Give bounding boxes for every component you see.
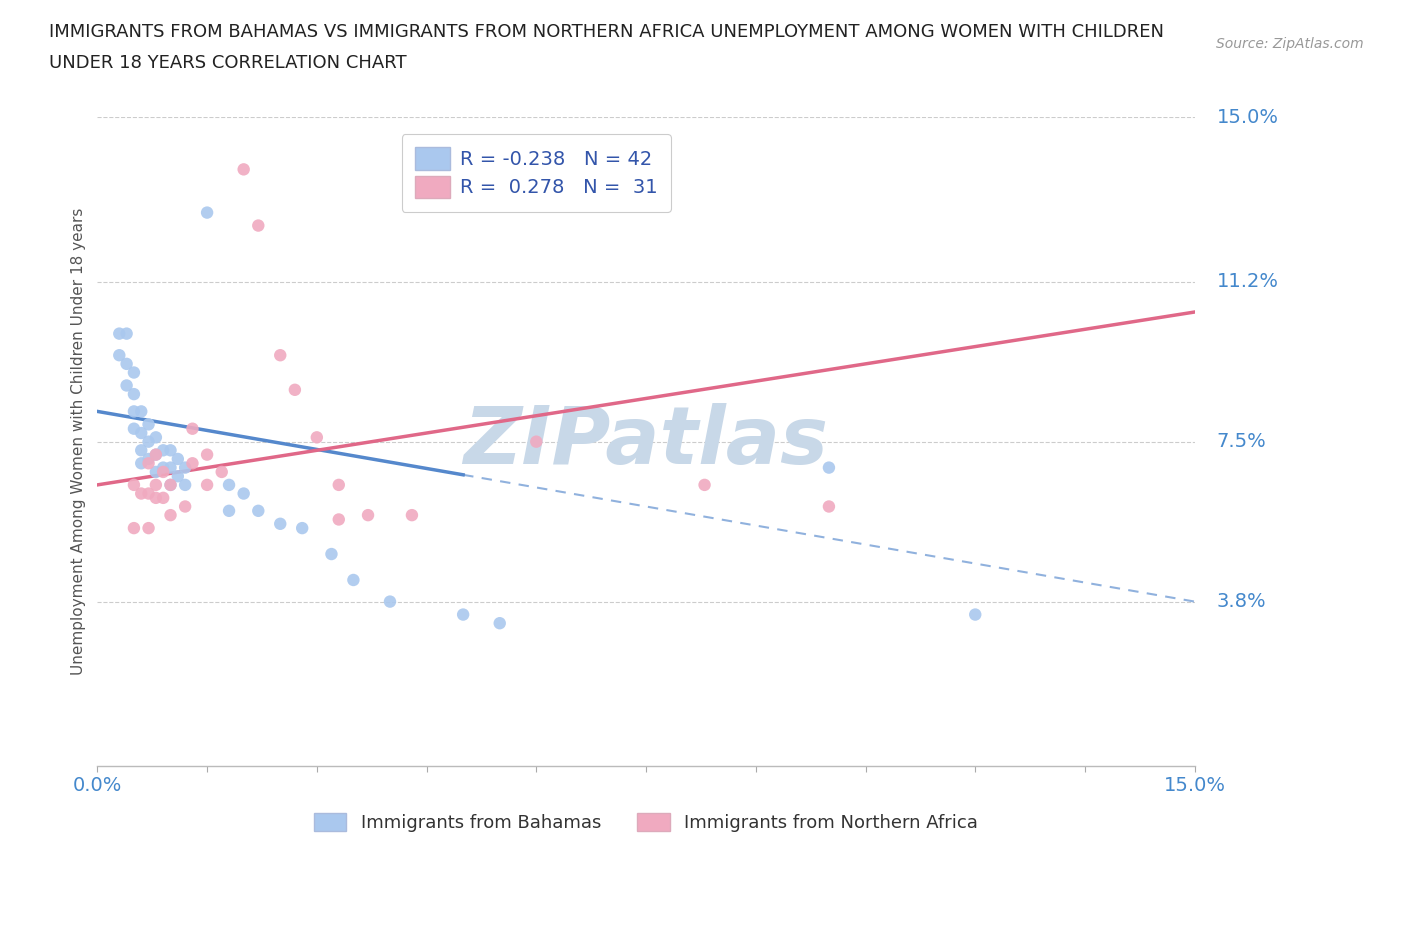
Point	[218, 477, 240, 492]
Point	[122, 365, 145, 380]
Point	[291, 521, 314, 536]
Point	[108, 326, 131, 341]
Point	[211, 464, 233, 479]
Point	[357, 508, 380, 523]
Text: 11.2%: 11.2%	[1216, 272, 1278, 291]
Text: 7.5%: 7.5%	[1216, 432, 1267, 451]
Point	[488, 616, 510, 631]
Point	[122, 477, 145, 492]
Point	[195, 447, 218, 462]
Point	[145, 447, 167, 462]
Point	[693, 477, 716, 492]
Text: Source: ZipAtlas.com: Source: ZipAtlas.com	[1216, 37, 1364, 51]
Point	[247, 503, 270, 518]
Point	[181, 421, 204, 436]
Point	[378, 594, 401, 609]
Point	[247, 219, 270, 233]
Point	[122, 387, 145, 402]
Point	[321, 547, 343, 562]
Point	[115, 356, 138, 371]
Text: UNDER 18 YEARS CORRELATION CHART: UNDER 18 YEARS CORRELATION CHART	[49, 54, 406, 72]
Point	[818, 499, 841, 514]
Point	[174, 460, 197, 475]
Point	[138, 521, 160, 536]
Point	[152, 490, 174, 505]
Point	[138, 452, 160, 467]
Point	[174, 477, 197, 492]
Point	[328, 477, 350, 492]
Legend: Immigrants from Bahamas, Immigrants from Northern Africa: Immigrants from Bahamas, Immigrants from…	[305, 804, 987, 841]
Point	[195, 477, 218, 492]
Point	[818, 460, 841, 475]
Text: ZIPatlas: ZIPatlas	[464, 403, 828, 481]
Point	[159, 508, 181, 523]
Point	[305, 430, 328, 445]
Point	[115, 326, 138, 341]
Point	[269, 516, 291, 531]
Point	[401, 508, 423, 523]
Point	[451, 607, 474, 622]
Point	[129, 456, 152, 471]
Point	[232, 162, 254, 177]
Text: 3.8%: 3.8%	[1216, 592, 1267, 611]
Point	[122, 404, 145, 418]
Point	[145, 490, 167, 505]
Point	[181, 456, 204, 471]
Text: 15.0%: 15.0%	[1216, 108, 1278, 127]
Text: IMMIGRANTS FROM BAHAMAS VS IMMIGRANTS FROM NORTHERN AFRICA UNEMPLOYMENT AMONG WO: IMMIGRANTS FROM BAHAMAS VS IMMIGRANTS FR…	[49, 23, 1164, 41]
Point	[138, 434, 160, 449]
Y-axis label: Unemployment Among Women with Children Under 18 years: Unemployment Among Women with Children U…	[72, 208, 86, 675]
Point	[166, 469, 188, 484]
Point	[159, 460, 181, 475]
Point	[159, 477, 181, 492]
Point	[145, 430, 167, 445]
Point	[166, 452, 188, 467]
Point	[115, 378, 138, 392]
Point	[284, 382, 307, 397]
Point	[232, 486, 254, 501]
Point	[122, 521, 145, 536]
Point	[129, 404, 152, 418]
Point	[269, 348, 291, 363]
Point	[342, 573, 364, 588]
Point	[328, 512, 350, 527]
Point	[152, 443, 174, 458]
Point	[138, 456, 160, 471]
Point	[965, 607, 987, 622]
Point	[152, 464, 174, 479]
Point	[218, 503, 240, 518]
Point	[174, 499, 197, 514]
Point	[159, 443, 181, 458]
Point	[129, 426, 152, 441]
Point	[195, 206, 218, 220]
Point	[524, 434, 547, 449]
Point	[108, 348, 131, 363]
Point	[138, 417, 160, 432]
Point	[145, 447, 167, 462]
Point	[145, 464, 167, 479]
Point	[129, 486, 152, 501]
Point	[145, 477, 167, 492]
Point	[129, 443, 152, 458]
Point	[159, 477, 181, 492]
Point	[122, 421, 145, 436]
Point	[152, 460, 174, 475]
Point	[138, 486, 160, 501]
